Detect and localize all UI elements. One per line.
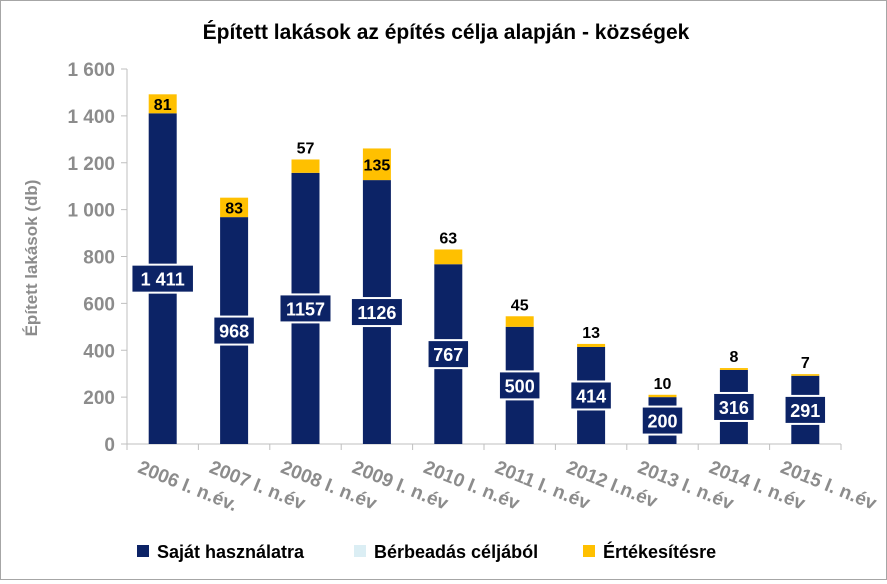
y-tick-label: 600	[83, 294, 115, 315]
data-label: 13	[582, 325, 600, 342]
y-tick-label: 0	[104, 435, 115, 456]
data-label-box	[497, 370, 542, 401]
data-label-box	[640, 405, 685, 436]
data-label: 1157	[286, 299, 325, 319]
data-label: 81	[154, 97, 172, 114]
y-tick-label: 200	[83, 388, 115, 409]
data-label: 968	[219, 322, 249, 342]
data-label: 7	[801, 355, 810, 372]
y-axis: 0 200 400 600 800 1 000 1 200 1 400 1 600	[67, 60, 128, 456]
bar-segment	[577, 343, 606, 347]
bar-segment	[434, 249, 463, 265]
data-label-box	[569, 380, 613, 411]
bar-segment	[505, 316, 534, 327]
data-label: 414	[576, 386, 606, 406]
y-tick-label: 1 200	[67, 154, 115, 175]
legend-label: Bérbeadás céljából	[374, 542, 538, 562]
bar-segment	[791, 374, 820, 376]
data-label: 316	[719, 398, 749, 418]
data-label-box	[349, 297, 404, 328]
chart-title: Épített lakások az építés célja alapján …	[203, 21, 690, 44]
bar-segment	[291, 159, 320, 173]
data-label-box	[130, 263, 195, 294]
data-label: 767	[433, 345, 463, 365]
y-tick-label: 1 600	[67, 60, 115, 81]
bar-segment	[220, 197, 249, 218]
legend-swatch	[583, 545, 595, 557]
data-label: 135	[364, 157, 391, 174]
data-label-box	[426, 339, 471, 370]
legend: Saját használatra Bérbeadás céljából Érték…	[137, 541, 716, 562]
data-label-box	[278, 293, 333, 324]
legend-swatch	[137, 545, 149, 557]
bar-segment	[719, 368, 748, 370]
bar-segment	[648, 394, 677, 398]
bars	[148, 94, 820, 444]
data-label: 200	[647, 412, 677, 432]
data-label: 45	[511, 297, 529, 314]
y-tick-label: 1 400	[67, 107, 115, 128]
y-tick-label: 400	[83, 341, 115, 362]
bar-segment	[362, 148, 391, 181]
bar-segment	[148, 94, 177, 114]
y-tick-label: 1 000	[67, 201, 115, 222]
data-label: 8	[729, 349, 738, 366]
data-label-box	[212, 315, 256, 346]
data-label: 57	[297, 140, 315, 157]
data-label: 10	[654, 376, 672, 393]
bar-labels: 1 411 81 968 83 1157 57 1126 135 767 63 500 45 414 13…	[130, 97, 828, 436]
y-tick-label: 800	[83, 248, 115, 269]
data-label: 1126	[357, 303, 396, 323]
data-label-box	[783, 394, 828, 425]
legend-label: Értékesítésre	[603, 541, 716, 562]
data-label-box	[712, 391, 756, 422]
data-label: 1 411	[141, 270, 185, 290]
legend-label: Saját használatra	[157, 542, 305, 562]
data-label: 500	[505, 376, 535, 396]
data-label: 83	[225, 200, 243, 217]
data-label: 63	[439, 230, 457, 247]
y-axis-label: Épített lakások (db)	[22, 180, 41, 337]
legend-swatch	[354, 545, 366, 557]
data-label: 291	[790, 401, 820, 421]
